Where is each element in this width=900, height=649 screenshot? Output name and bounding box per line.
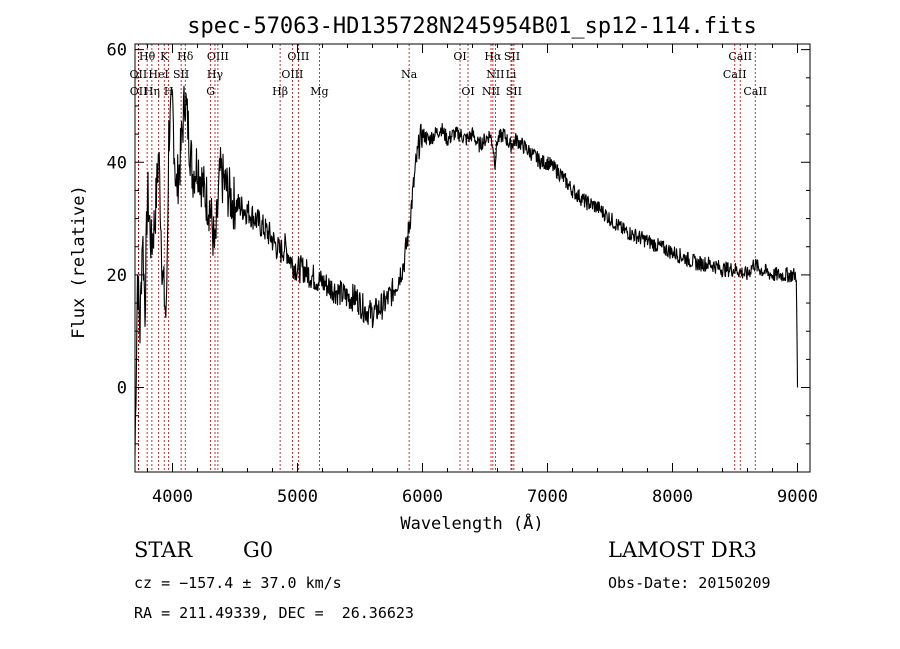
marker-label: CaII [743,85,767,98]
marker-label: Hδ [177,50,194,63]
marker-label: K [160,50,169,63]
marker-label: G [206,85,215,98]
x-tick-label: 6000 [402,487,443,507]
marker-label: Hα [484,50,502,63]
y-tick-label: 40 [107,153,127,173]
marker-label: H [164,85,174,98]
marker-label: CaII [728,50,752,63]
x-tick-label: 7000 [527,487,568,507]
marker-label: Mg [310,85,328,98]
object-subclass: G0 [243,538,274,562]
marker-label: OII [130,85,148,98]
x-tick-label: 8000 [652,487,693,507]
marker-label: SII [504,50,520,63]
marker-label: NII [482,85,500,98]
x-axis-label: Wavelength (Å) [400,512,543,534]
y-axis-label: Flux (relative) [69,185,89,339]
marker-label: Li [506,68,517,81]
marker-label: NII [486,68,504,81]
chart-title: spec-57063-HD135728N245954B01_sp12-114.f… [187,14,757,39]
marker-label: SII [173,68,189,81]
marker-label: OIII [207,50,229,63]
marker-label: OIII [287,50,309,63]
marker-label: CaII [723,68,747,81]
marker-label: Hθ [139,50,156,63]
marker-label: OI [453,50,466,63]
marker-label: OII [130,68,148,81]
redshift-velocity: cz = −157.4 ± 37.0 km/s [134,574,342,592]
marker-label: HeI [148,68,168,81]
spectrum-series-line [134,85,799,456]
coordinates: RA = 211.49339, DEC = 26.36623 [134,604,414,622]
survey-name: LAMOST DR3 [608,538,757,562]
object-class: STAR [134,538,193,562]
y-tick-label: 60 [107,41,127,61]
marker-label: Na [401,68,418,81]
x-tick-label: 9000 [777,487,818,507]
axis-ticks: 4000 5000 6000 7000 8000 9000 0 20 40 60 [107,41,818,507]
x-tick-label: 4000 [152,487,193,507]
marker-label: SII [506,85,522,98]
observation-date: Obs-Date: 20150209 [608,574,771,592]
marker-label: OIII [281,68,303,81]
x-tick-label: 5000 [277,487,318,507]
marker-label: Hβ [272,85,288,98]
y-tick-label: 20 [107,266,127,286]
marker-label: OI [461,85,474,98]
marker-label: Hγ [207,68,224,81]
y-tick-label: 0 [117,379,127,399]
marker-label: Hη [144,85,160,98]
